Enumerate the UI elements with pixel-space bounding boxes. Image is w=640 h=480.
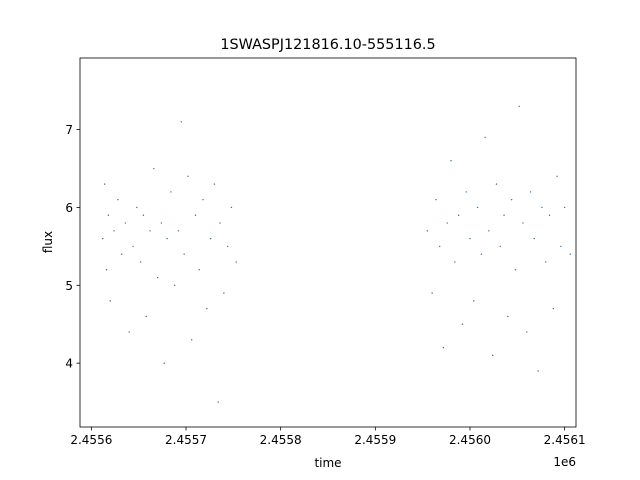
- x-axis-ticks: 2.4556 2.4557 2.4558 2.4559 2.4560 2.4561: [70, 427, 586, 447]
- y-tick-label: 5: [65, 279, 73, 293]
- data-point: [503, 214, 505, 216]
- data-point: [431, 292, 433, 294]
- data-points: [102, 105, 572, 403]
- data-point: [510, 198, 513, 201]
- data-point: [105, 269, 108, 271]
- data-point: [160, 222, 163, 224]
- data-point: [156, 276, 159, 279]
- data-point: [139, 261, 142, 263]
- data-point: [560, 245, 562, 248]
- data-point: [177, 230, 180, 232]
- data-point: [426, 230, 429, 232]
- x-tick-label: 2.4556: [70, 433, 112, 447]
- data-point: [488, 230, 490, 232]
- data-point: [480, 253, 483, 255]
- y-tick-label: 4: [65, 357, 73, 371]
- data-point: [492, 354, 494, 357]
- y-tick-label: 6: [65, 201, 73, 215]
- data-point: [465, 191, 467, 193]
- data-point: [569, 253, 572, 255]
- data-point: [461, 323, 464, 325]
- data-point: [107, 214, 110, 216]
- x-tick-label: 2.4559: [354, 433, 396, 447]
- data-point: [202, 198, 204, 201]
- y-tick-label: 7: [65, 123, 73, 137]
- data-point: [117, 198, 119, 201]
- data-point: [180, 121, 182, 123]
- data-point: [187, 175, 189, 178]
- data-point: [457, 214, 460, 216]
- data-point: [563, 206, 566, 209]
- x-tick-label: 2.4560: [449, 433, 491, 447]
- data-point: [476, 206, 479, 209]
- x-axis-label: time: [314, 456, 341, 470]
- data-point: [499, 245, 501, 248]
- data-point: [120, 253, 123, 255]
- data-point: [522, 222, 524, 224]
- data-point: [213, 183, 216, 185]
- data-point: [163, 362, 165, 364]
- data-point: [235, 261, 237, 263]
- data-point: [518, 105, 520, 107]
- data-point: [149, 230, 151, 232]
- data-point: [507, 315, 509, 318]
- data-point: [113, 230, 115, 232]
- plot-frame: [79, 57, 577, 428]
- data-point: [206, 307, 208, 310]
- data-point: [183, 253, 185, 255]
- x-tick-label: 2.4558: [260, 433, 302, 447]
- data-point: [548, 214, 551, 216]
- data-point: [132, 245, 134, 248]
- data-point: [128, 331, 130, 333]
- data-point: [109, 300, 111, 302]
- data-point: [529, 191, 532, 193]
- data-point: [198, 269, 200, 271]
- data-point: [170, 191, 172, 193]
- data-point: [142, 214, 145, 216]
- x-tick-label: 2.4557: [165, 433, 207, 447]
- x-tick-label: 2.4561: [544, 433, 586, 447]
- data-point: [514, 269, 517, 271]
- data-point: [495, 183, 498, 185]
- y-axis-ticks: 4 5 6 7: [65, 123, 80, 371]
- data-point: [190, 339, 193, 341]
- data-point: [442, 346, 445, 349]
- x-axis-offset-label: 1e6: [553, 455, 576, 469]
- data-point: [209, 237, 212, 240]
- data-point: [153, 167, 155, 170]
- chart-title: 1SWASPJ121816.10-555116.5: [220, 37, 435, 53]
- data-point: [552, 307, 554, 310]
- data-point: [541, 206, 543, 209]
- data-point: [223, 292, 225, 294]
- data-point: [446, 222, 448, 224]
- data-point: [124, 222, 127, 224]
- data-point: [145, 315, 147, 318]
- data-point: [173, 284, 176, 287]
- y-axis-label: flux: [41, 231, 55, 253]
- data-point: [102, 237, 104, 240]
- data-point: [537, 370, 539, 372]
- data-point: [217, 401, 219, 403]
- data-point: [454, 261, 456, 263]
- data-point: [194, 214, 197, 216]
- data-point: [435, 198, 437, 201]
- data-point: [219, 222, 221, 224]
- data-point: [438, 245, 441, 248]
- data-point: [526, 331, 528, 333]
- data-point: [545, 261, 547, 263]
- data-point: [230, 206, 233, 209]
- data-point: [473, 300, 475, 302]
- data-point: [469, 237, 471, 240]
- data-point: [556, 175, 558, 178]
- data-point: [226, 245, 229, 248]
- data-point: [533, 237, 536, 240]
- data-point: [484, 136, 486, 139]
- data-point: [450, 160, 452, 162]
- data-point: [103, 183, 106, 185]
- data-point: [136, 206, 138, 209]
- data-point: [166, 237, 168, 240]
